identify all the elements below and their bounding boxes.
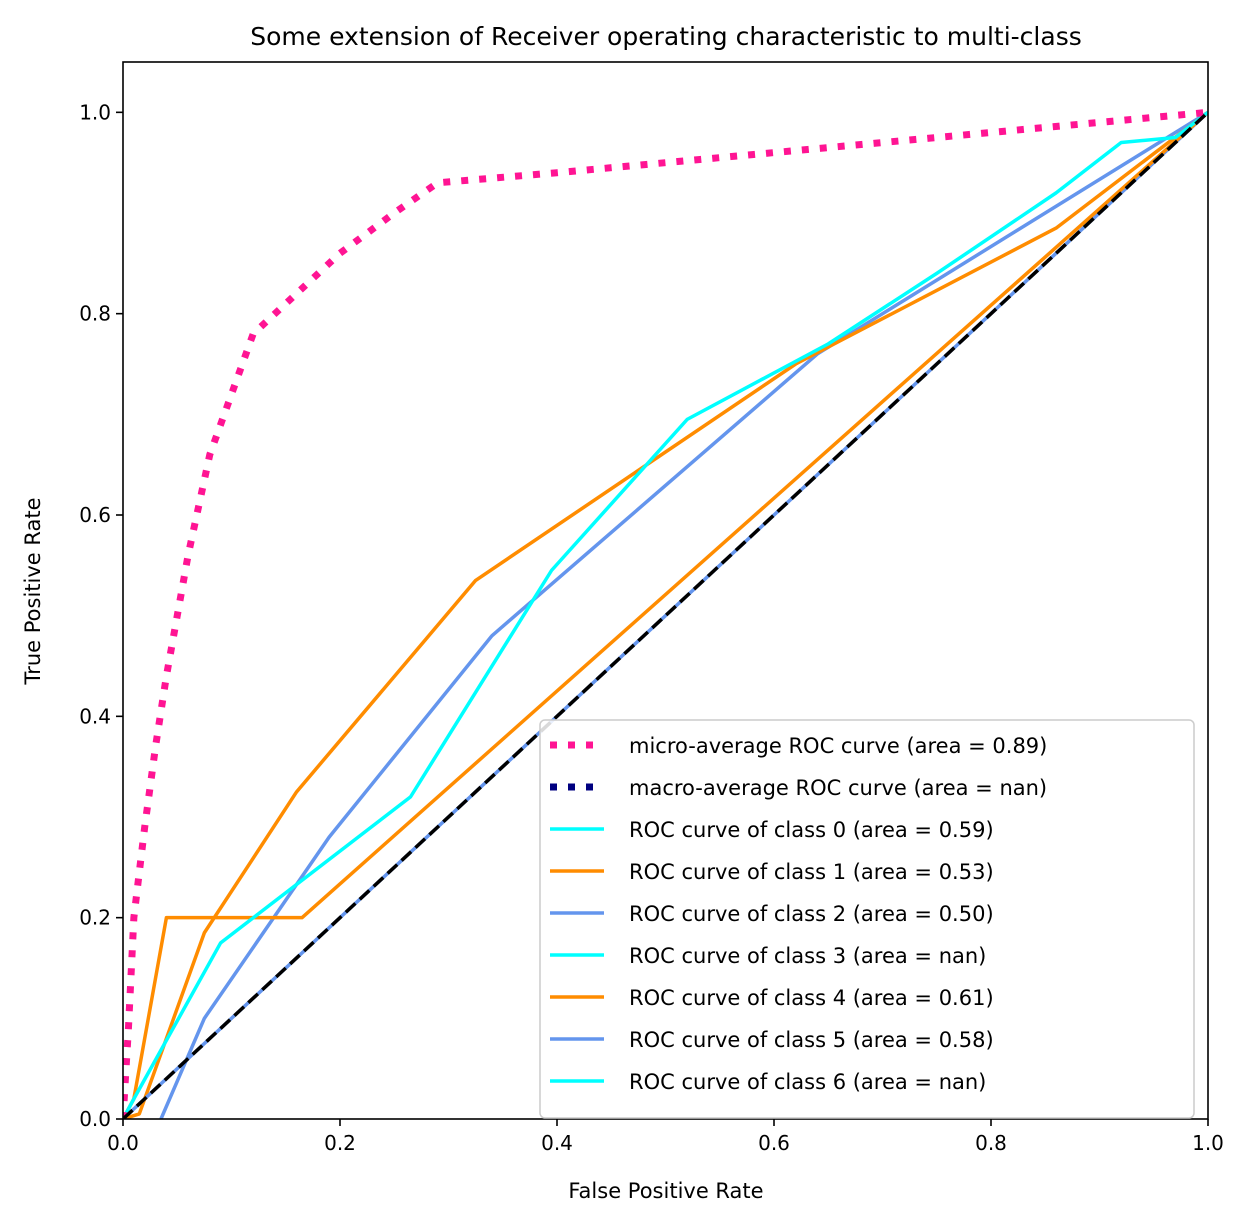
- series-line-6: [123, 110, 1208, 1119]
- legend: micro-average ROC curve (area = 0.89) mac…: [539, 719, 1195, 1119]
- series-line-0: [123, 108, 1208, 1119]
- y-tick-label: 0.0: [79, 1107, 111, 1131]
- y-tick-label: 0.8: [79, 302, 111, 326]
- y-tick-label: 0.6: [79, 503, 111, 527]
- legend-label-6: ROC curve of class 4 (area = 0.61): [629, 986, 994, 1010]
- legend-label-2: ROC curve of class 0 (area = 0.59): [629, 818, 994, 842]
- y-tick-label: 1.0: [79, 100, 111, 124]
- x-tick-label: 0.4: [541, 1131, 573, 1155]
- axis-ticks: 0.0 0.2 0.4 0.6 0.8 1.0 0.0 0.2 0.4 0.6 0.8 1.0: [79, 100, 1224, 1155]
- x-tick-label: 0.0: [107, 1131, 139, 1155]
- legend-label-7: ROC curve of class 5 (area = 0.58): [629, 1028, 994, 1052]
- y-tick-label: 0.2: [79, 906, 111, 930]
- legend-label-3: ROC curve of class 1 (area = 0.53): [629, 860, 994, 884]
- y-axis-label: True Positive Rate: [21, 497, 45, 685]
- series-line-4: [123, 111, 1208, 1119]
- series-line-7: [159, 110, 1208, 1119]
- legend-label-4: ROC curve of class 2 (area = 0.50): [629, 902, 994, 926]
- y-tick-label: 0.4: [79, 704, 111, 728]
- series-line-2: [123, 110, 1208, 1119]
- x-tick-label: 0.2: [324, 1131, 356, 1155]
- legend-label-1: macro-average ROC curve (area = nan): [629, 776, 1047, 800]
- chart-title: Some extension of Receiver operating cha…: [250, 22, 1082, 51]
- legend-label-0: micro-average ROC curve (area = 0.89): [629, 734, 1047, 758]
- legend-label-8: ROC curve of class 6 (area = nan): [629, 1070, 986, 1094]
- legend-label-5: ROC curve of class 3 (area = nan): [629, 944, 986, 968]
- legend-box: [539, 719, 1195, 1119]
- plot-frame: [122, 61, 1209, 1120]
- x-axis-label: False Positive Rate: [568, 1179, 763, 1203]
- x-tick-label: 0.8: [975, 1131, 1007, 1155]
- x-tick-label: 1.0: [1192, 1131, 1224, 1155]
- series-layer: [123, 108, 1208, 1119]
- x-tick-label: 0.6: [758, 1131, 790, 1155]
